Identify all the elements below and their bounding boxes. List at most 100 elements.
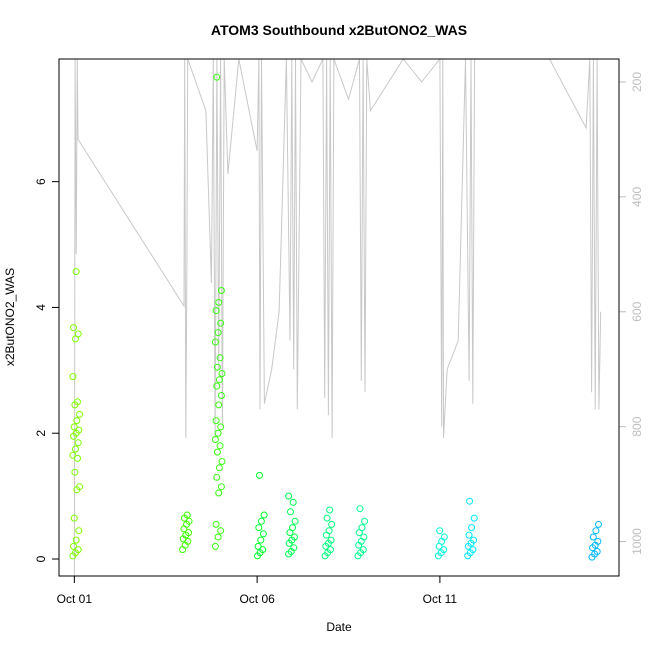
data-point xyxy=(594,537,602,545)
data-point xyxy=(74,439,82,447)
data-point xyxy=(470,536,478,544)
y2-tick-label: 600 xyxy=(630,301,644,321)
data-point xyxy=(214,329,222,337)
data-point xyxy=(71,468,79,476)
data-point xyxy=(76,410,83,418)
data-point xyxy=(185,529,192,537)
data-point xyxy=(259,546,267,554)
y2-tick-label: 1000 xyxy=(630,528,644,555)
plot-frame xyxy=(58,58,620,577)
data-point xyxy=(218,458,226,465)
data-point xyxy=(75,527,83,535)
altitude-trace xyxy=(73,57,602,577)
data-point xyxy=(215,464,223,472)
data-point xyxy=(217,392,225,399)
data-point xyxy=(326,506,334,514)
data-point xyxy=(217,287,225,294)
data-point xyxy=(213,382,221,390)
data-point xyxy=(465,531,473,539)
data-point xyxy=(256,471,263,479)
data-point xyxy=(285,492,293,500)
data-point xyxy=(255,524,263,532)
data-points xyxy=(69,73,602,561)
data-point xyxy=(212,307,220,315)
data-point xyxy=(217,483,225,491)
data-point xyxy=(589,533,597,541)
data-point xyxy=(217,319,225,327)
data-point xyxy=(217,527,225,535)
data-point xyxy=(70,423,78,431)
y2-tick-label: 800 xyxy=(630,416,644,436)
data-point xyxy=(216,442,224,450)
data-point xyxy=(468,524,476,532)
data-point xyxy=(212,520,220,528)
data-point xyxy=(74,330,82,338)
data-point xyxy=(322,531,330,539)
data-point xyxy=(328,520,336,528)
data-point xyxy=(592,527,600,535)
data-point xyxy=(360,533,368,541)
data-point xyxy=(211,436,219,443)
data-point xyxy=(595,520,602,528)
data-point xyxy=(259,530,267,538)
y-axis-label: x2ButONO2_WAS xyxy=(3,268,17,366)
data-point xyxy=(215,298,223,306)
data-point xyxy=(323,514,331,522)
data-point xyxy=(359,546,367,554)
data-point xyxy=(327,536,335,544)
data-point xyxy=(70,324,77,332)
data-point xyxy=(217,423,225,431)
chart-title: ATOM3 Southbound x2ButONO2_WAS xyxy=(211,22,467,38)
data-point xyxy=(213,448,221,456)
data-point xyxy=(257,517,265,525)
data-point xyxy=(211,542,219,550)
data-point xyxy=(76,483,83,491)
y-tick-label: 6 xyxy=(34,178,48,185)
data-point xyxy=(466,497,474,505)
data-point xyxy=(70,542,77,550)
data-point xyxy=(211,338,219,346)
data-point xyxy=(326,546,334,554)
data-point xyxy=(358,524,366,532)
data-point xyxy=(325,527,333,535)
data-point xyxy=(215,376,223,384)
data-point xyxy=(73,417,81,425)
data-point xyxy=(291,533,298,541)
data-point xyxy=(213,473,221,481)
data-point xyxy=(72,445,79,453)
data-point xyxy=(75,426,83,434)
data-point xyxy=(69,451,77,459)
data-point xyxy=(257,536,265,544)
data-point xyxy=(216,354,224,362)
data-point xyxy=(74,454,81,462)
data-point xyxy=(356,505,364,513)
x-axis-label: Date xyxy=(326,620,352,634)
y2-tick-label: 200 xyxy=(630,72,644,92)
altitude-line xyxy=(73,57,602,577)
axes: Oct 01 Oct 06 Oct 11 0 2 4 6 200 400 600 800 1000 xyxy=(34,72,644,606)
data-point xyxy=(72,268,80,276)
data-point xyxy=(74,546,82,554)
data-point xyxy=(74,398,81,406)
data-point xyxy=(213,73,221,81)
y-tick-label: 0 xyxy=(34,555,48,562)
data-point xyxy=(291,517,299,525)
data-point xyxy=(70,514,78,522)
data-point xyxy=(254,542,262,550)
data-point xyxy=(290,544,298,552)
y-tick-label: 2 xyxy=(34,430,48,437)
data-point xyxy=(469,546,477,554)
data-point xyxy=(212,417,220,425)
x-tick-label: Oct 06 xyxy=(239,592,275,606)
data-point xyxy=(69,373,77,381)
data-point xyxy=(183,511,191,519)
data-point xyxy=(214,533,222,541)
data-point xyxy=(436,527,444,535)
data-point xyxy=(260,511,268,519)
data-point xyxy=(213,363,221,371)
data-point xyxy=(287,508,294,516)
data-point xyxy=(215,489,223,497)
x-tick-label: Oct 01 xyxy=(57,592,93,606)
data-point xyxy=(185,517,193,525)
